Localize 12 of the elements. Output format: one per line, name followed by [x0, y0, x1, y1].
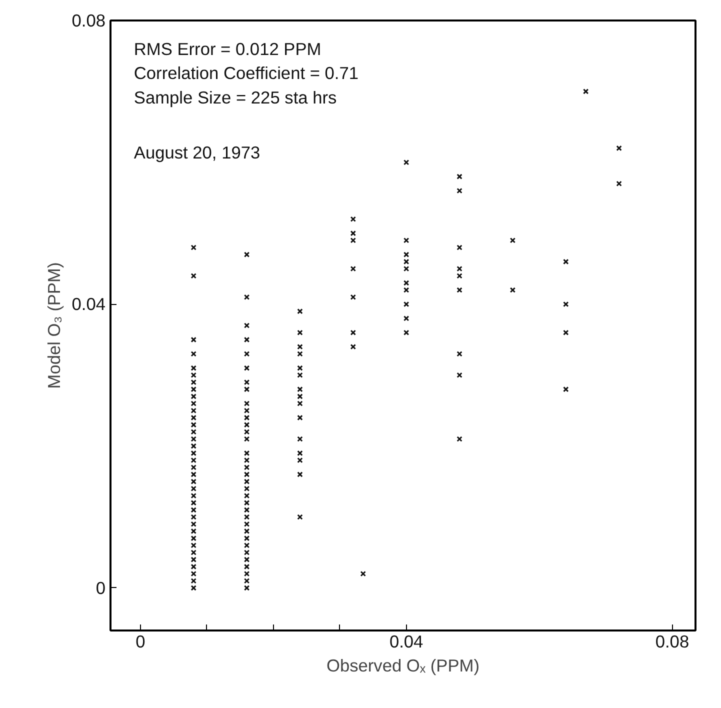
x-axis-title: Observed Oₓ (PPM): [326, 656, 480, 676]
x-tick-label: 0.08: [655, 632, 690, 652]
y-tick-label: 0.04: [72, 294, 106, 314]
x-tick-label: 0: [136, 632, 146, 652]
y-tick-label: 0: [96, 578, 106, 598]
annotation: Sample Size = 225 sta hrs: [134, 88, 337, 108]
y-tick-label: 0.08: [72, 10, 106, 30]
y-axis-title: Model O₃ (PPM): [44, 262, 64, 389]
annotation: Correlation Coefficient = 0.71: [134, 63, 359, 84]
annotation: RMS Error = 0.012 PPM: [134, 38, 322, 59]
annotation: August 20, 1973: [134, 142, 260, 162]
x-tick-label: 0.04: [389, 632, 424, 652]
